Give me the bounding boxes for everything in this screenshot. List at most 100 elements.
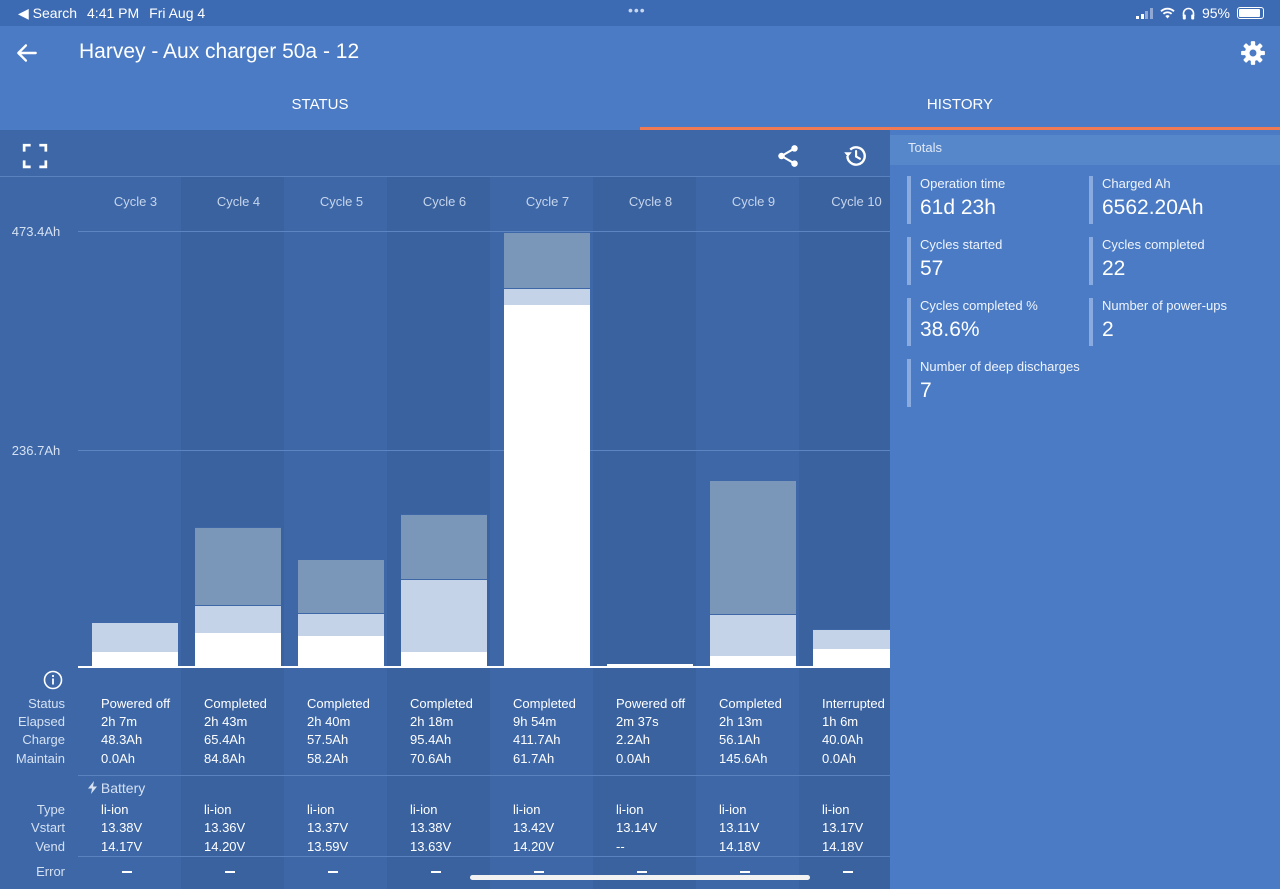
section-divider bbox=[78, 775, 890, 776]
stat-charged-ah: Charged Ah 6562.20Ah bbox=[1089, 176, 1259, 224]
totals-panel: Totals Operation time 61d 23h Charged Ah… bbox=[890, 130, 1280, 889]
home-indicator[interactable] bbox=[470, 875, 810, 880]
cycle-type-value: li-ion bbox=[204, 802, 232, 817]
cycle-header[interactable]: Cycle 3 bbox=[113, 194, 158, 209]
arrow-left-icon[interactable] bbox=[14, 40, 40, 66]
fullscreen-icon[interactable] bbox=[22, 143, 48, 169]
cycle-maintain-value: 58.2Ah bbox=[307, 751, 349, 766]
cycle-header[interactable]: Cycle 9 bbox=[731, 194, 776, 209]
cycle-vstart-value: 13.37V bbox=[307, 820, 349, 835]
bar-segment-maintain bbox=[298, 559, 384, 613]
history-icon[interactable] bbox=[842, 143, 868, 169]
cycle-charge-value: 57.5Ah bbox=[307, 732, 349, 747]
back-app-label: Search bbox=[32, 5, 78, 21]
cycle-elapsed-value: 9h 54m bbox=[513, 714, 557, 729]
cycle-vend-value: 14.20V bbox=[204, 839, 246, 854]
history-chart-panel[interactable]: 473.4Ah 236.7Ah Cycle 3 Cycle 4 Cycle 5 Cyc… bbox=[0, 130, 890, 889]
bar-segment-absorption bbox=[298, 612, 384, 636]
cycle-elapsed-value: 2h 43m bbox=[204, 714, 248, 729]
cycle-elapsed-value: 2h 13m bbox=[719, 714, 763, 729]
battery-icon bbox=[1237, 7, 1264, 19]
cycle-vend-value: 14.17V bbox=[101, 839, 143, 854]
cycle-column-bg bbox=[593, 177, 696, 889]
stat-value: 2 bbox=[1102, 318, 1114, 341]
cycle-header[interactable]: Cycle 6 bbox=[422, 194, 467, 209]
cycle-type-value: li-ion bbox=[513, 802, 541, 817]
share-icon[interactable] bbox=[775, 143, 801, 169]
cycle-status-value: Interrupted bbox=[822, 696, 885, 711]
chart-baseline bbox=[78, 666, 890, 668]
y-tick-label: 473.4Ah bbox=[11, 224, 61, 239]
cycle-vstart-value: 13.11V bbox=[719, 820, 760, 835]
row-label-type: Type bbox=[36, 802, 65, 817]
stat-label: Number of power-ups bbox=[1102, 298, 1227, 313]
cycle-header[interactable]: Cycle 5 bbox=[319, 194, 364, 209]
cycle-vend-value: 13.63V bbox=[410, 839, 452, 854]
row-label-maintain: Maintain bbox=[15, 751, 65, 766]
bar-segment-absorption bbox=[710, 613, 796, 656]
row-label-vend: Vend bbox=[35, 839, 65, 854]
tab-status[interactable]: STATUS bbox=[291, 96, 349, 113]
row-label-vstart: Vstart bbox=[31, 820, 65, 835]
cycle-maintain-value: 61.7Ah bbox=[513, 751, 555, 766]
cycle-type-value: li-ion bbox=[616, 802, 644, 817]
cycle-maintain-value: 84.8Ah bbox=[204, 751, 246, 766]
cycle-charge-value: 40.0Ah bbox=[822, 732, 864, 747]
clock: 4:41 PM bbox=[87, 5, 140, 21]
back-to-app[interactable]: ◀ Search bbox=[18, 5, 78, 21]
cycle-error-dash bbox=[431, 871, 441, 873]
status-left: ◀ Search 4:41 PM Fri Aug 4 bbox=[18, 5, 205, 22]
cycle-status-value: Powered off bbox=[101, 696, 171, 711]
info-icon[interactable] bbox=[43, 670, 63, 690]
row-label-error: Error bbox=[36, 864, 65, 879]
tab-history[interactable]: HISTORY bbox=[926, 96, 994, 113]
gridline bbox=[78, 450, 890, 451]
bar-segment-charge bbox=[195, 632, 281, 666]
cycle-vstart-value: 13.14V bbox=[616, 820, 658, 835]
cycle-header[interactable]: Cycle 4 bbox=[216, 194, 261, 209]
gear-icon[interactable] bbox=[1240, 40, 1266, 66]
cycle-header[interactable]: Cycle 8 bbox=[628, 194, 673, 209]
cycle-maintain-value: 145.6Ah bbox=[719, 751, 768, 766]
page-title: Harvey - Aux charger 50a - 12 bbox=[79, 40, 360, 63]
bar-segment-charge bbox=[607, 664, 693, 666]
cycle-vstart-value: 13.17V bbox=[822, 820, 864, 835]
chart-toolbar bbox=[0, 130, 890, 177]
stat-label: Operation time bbox=[920, 176, 1006, 191]
cycle-status-value: Completed bbox=[307, 696, 370, 711]
bar-segment-absorption bbox=[92, 621, 178, 653]
stat-value: 57 bbox=[920, 257, 944, 280]
stat-value: 7 bbox=[920, 379, 932, 402]
cycle-maintain-value: 70.6Ah bbox=[410, 751, 452, 766]
cycle-maintain-value: 0.0Ah bbox=[101, 751, 135, 766]
cycle-error-dash bbox=[534, 871, 544, 873]
bar-segment-absorption bbox=[813, 629, 890, 649]
bar-segment-maintain bbox=[504, 231, 590, 289]
cycle-charge-value: 2.2Ah bbox=[616, 732, 650, 747]
cycle-header[interactable]: Cycle 10 bbox=[831, 194, 882, 209]
cycle-column-bg bbox=[799, 177, 890, 889]
cycle-vstart-value: 13.42V bbox=[513, 820, 555, 835]
bar-segment-charge bbox=[504, 304, 590, 666]
cycle-column-bg bbox=[284, 177, 387, 889]
cycle-header[interactable]: Cycle 7 bbox=[525, 194, 570, 209]
cellular-signal-icon bbox=[1136, 7, 1153, 19]
cycle-error-dash bbox=[225, 871, 235, 873]
cycle-elapsed-value: 2h 7m bbox=[101, 714, 138, 729]
cycle-type-value: li-ion bbox=[822, 802, 850, 817]
multitasking-dots-icon[interactable]: ••• bbox=[628, 2, 646, 18]
cycle-elapsed-value: 1h 6m bbox=[822, 714, 859, 729]
cycle-charge-value: 65.4Ah bbox=[204, 732, 246, 747]
date: Fri Aug 4 bbox=[149, 5, 206, 21]
app-bar: Harvey - Aux charger 50a - 12 STATUS HIS… bbox=[0, 26, 1280, 130]
bar-segment-absorption bbox=[504, 288, 590, 305]
active-tab-indicator bbox=[640, 127, 1280, 130]
stat-label: Cycles completed bbox=[1102, 237, 1205, 252]
stat-value: 6562.20Ah bbox=[1102, 196, 1204, 219]
bar-segment-charge bbox=[813, 648, 890, 666]
cycle-vstart-value: 13.38V bbox=[101, 820, 143, 835]
cycle-vend-value: 14.18V bbox=[719, 839, 761, 854]
cycle-elapsed-value: 2m 37s bbox=[616, 714, 659, 729]
bar-segment-absorption bbox=[195, 605, 281, 633]
battery-section-label: Battery bbox=[100, 780, 146, 796]
